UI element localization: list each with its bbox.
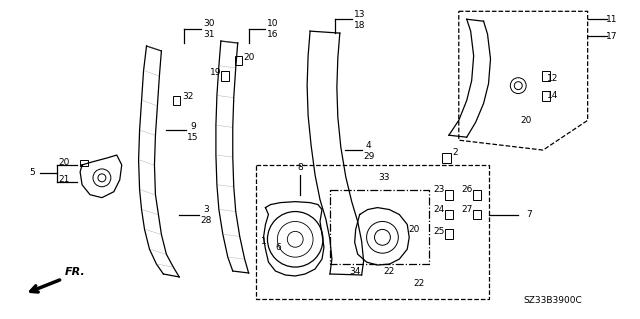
Text: 10: 10 <box>267 19 278 28</box>
Text: 6: 6 <box>275 243 281 252</box>
Text: SZ33B3900C: SZ33B3900C <box>524 296 582 305</box>
Text: 13: 13 <box>354 10 365 19</box>
Text: 34: 34 <box>349 266 360 276</box>
Text: 29: 29 <box>363 152 374 160</box>
Bar <box>542 91 550 100</box>
Text: 16: 16 <box>267 30 278 39</box>
Text: 33: 33 <box>379 173 390 182</box>
Text: 8: 8 <box>298 163 303 173</box>
Text: 9: 9 <box>190 122 196 131</box>
Text: 17: 17 <box>605 32 617 41</box>
Bar <box>80 160 88 167</box>
Bar <box>442 152 451 163</box>
Bar <box>473 210 481 219</box>
Text: 22: 22 <box>384 266 395 276</box>
Text: 20: 20 <box>243 53 254 63</box>
Text: 22: 22 <box>413 279 425 288</box>
Bar <box>173 96 180 105</box>
Text: 23: 23 <box>433 185 445 194</box>
Text: 7: 7 <box>526 210 532 219</box>
Text: 28: 28 <box>200 216 212 225</box>
Text: 1: 1 <box>260 237 266 246</box>
Text: 14: 14 <box>547 91 559 100</box>
Bar <box>236 56 242 65</box>
Text: 30: 30 <box>204 19 215 28</box>
Text: 3: 3 <box>203 205 209 214</box>
Text: 20: 20 <box>408 225 420 234</box>
Text: 4: 4 <box>366 141 371 150</box>
Text: 21: 21 <box>58 175 70 184</box>
Bar <box>542 71 550 81</box>
Bar <box>473 190 481 200</box>
Text: 15: 15 <box>188 133 199 142</box>
Text: 2: 2 <box>452 148 458 157</box>
Text: 31: 31 <box>204 30 215 39</box>
Bar <box>221 71 229 81</box>
Text: 12: 12 <box>547 74 559 83</box>
Bar <box>445 190 453 200</box>
Text: 20: 20 <box>58 159 70 167</box>
Text: 18: 18 <box>354 21 365 30</box>
Text: 32: 32 <box>182 92 194 101</box>
Text: 24: 24 <box>433 205 445 214</box>
Text: 20: 20 <box>520 116 532 125</box>
Bar <box>445 210 453 219</box>
Text: 11: 11 <box>605 15 617 24</box>
Text: FR.: FR. <box>65 267 86 277</box>
Text: 5: 5 <box>29 168 35 177</box>
Bar <box>445 229 453 239</box>
Text: 26: 26 <box>461 185 472 194</box>
Text: 25: 25 <box>433 227 445 236</box>
Text: 19: 19 <box>210 68 221 77</box>
Text: 27: 27 <box>461 205 472 214</box>
